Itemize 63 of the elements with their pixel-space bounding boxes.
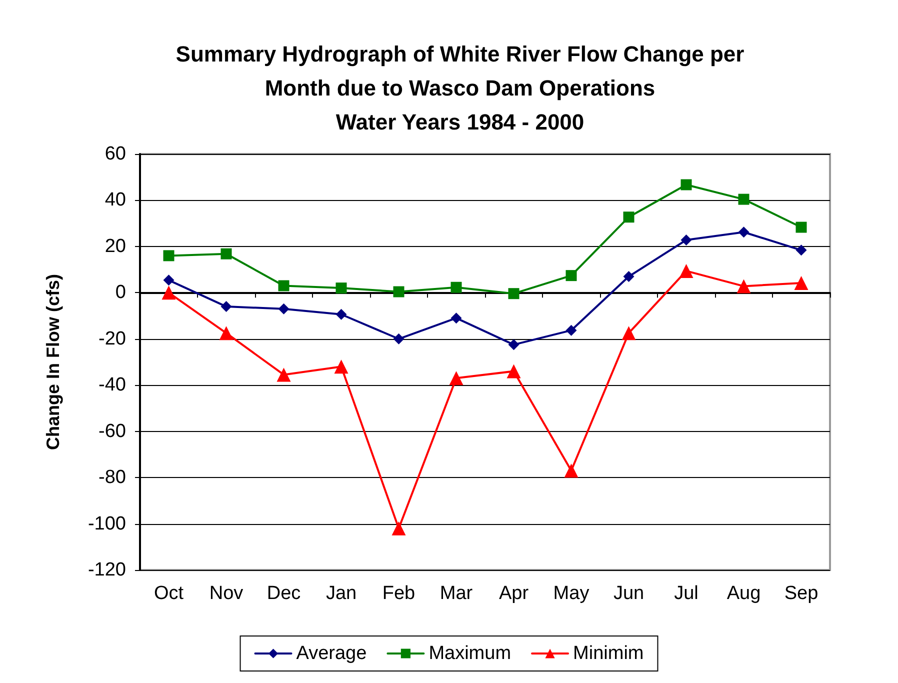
- x-tick-label: Dec: [266, 583, 301, 604]
- y-tick-label: -100: [88, 513, 126, 534]
- point: [622, 326, 636, 340]
- y-tick-label: -40: [98, 374, 126, 396]
- x-tick-label: Jun: [613, 583, 644, 604]
- point: [393, 286, 404, 298]
- point: [220, 248, 232, 260]
- x-tick-label: Sep: [784, 583, 818, 604]
- x-tick-label: Jan: [326, 583, 357, 604]
- point: [449, 371, 464, 386]
- point: [506, 364, 521, 378]
- y-tick-label: -60: [98, 420, 126, 442]
- x-tick-label: Oct: [154, 583, 184, 604]
- y-tick-label: 20: [104, 236, 126, 257]
- x-tick-label: Jul: [674, 583, 698, 604]
- point: [680, 234, 692, 246]
- legend-label: Minimim: [573, 643, 644, 664]
- point: [679, 264, 694, 278]
- point: [276, 368, 291, 382]
- point: [564, 464, 578, 478]
- y-tick-label: -80: [98, 467, 126, 488]
- point: [163, 274, 174, 286]
- point: [336, 308, 347, 320]
- point: [334, 360, 348, 374]
- point: [220, 301, 232, 312]
- y-tick-label: 40: [104, 190, 126, 211]
- point: [796, 222, 807, 233]
- y-tick-label: 0: [115, 282, 126, 304]
- point: [508, 288, 520, 300]
- y-axis-title: Change In Flow (cfs): [43, 274, 63, 450]
- point: [450, 312, 462, 324]
- point: [566, 270, 577, 282]
- x-tick-label: Apr: [498, 583, 530, 604]
- point: [566, 324, 577, 336]
- point: [738, 226, 750, 238]
- point: [623, 212, 634, 223]
- point: [163, 250, 174, 262]
- point: [278, 303, 290, 314]
- point: [680, 179, 692, 190]
- x-tick-label: Feb: [382, 583, 416, 604]
- legend-label: Average: [296, 643, 367, 664]
- point: [450, 282, 462, 293]
- x-tick-label: Nov: [209, 583, 244, 604]
- point: [738, 194, 750, 205]
- point: [278, 280, 290, 292]
- point: [796, 244, 807, 256]
- y-tick-label: -120: [88, 560, 126, 580]
- point: [219, 326, 234, 340]
- point: [392, 521, 406, 536]
- point: [508, 339, 520, 350]
- point: [393, 333, 404, 344]
- y-tick-label: 60: [104, 144, 126, 164]
- x-tick-label: May: [553, 583, 590, 604]
- x-tick-label: Mar: [440, 583, 474, 604]
- x-tick-label: Aug: [726, 583, 761, 604]
- point: [623, 270, 634, 282]
- chart-title: Summary Hydrograph of White River Flow Change per Month due to Wasco Dam Operations Water Years 1984 - 2000: [176, 42, 745, 134]
- point: [794, 276, 808, 290]
- y-tick-label: -20: [98, 328, 126, 350]
- point: [736, 279, 751, 294]
- point: [162, 286, 176, 300]
- legend-label: Maximum: [428, 643, 512, 664]
- point: [336, 282, 347, 294]
